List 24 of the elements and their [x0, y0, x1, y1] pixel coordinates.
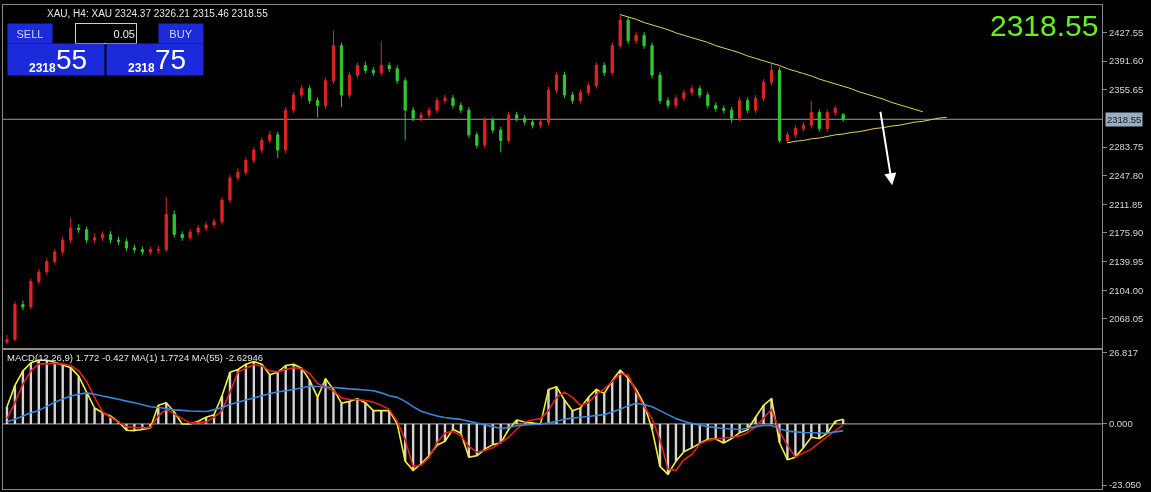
y-tick-label: 2283.75: [1108, 141, 1144, 153]
chart-title: XAU, H4: XAU 2324.37 2326.21 2315.46 2318.55: [47, 8, 269, 19]
y-tick-label: 2211.85: [1108, 198, 1143, 210]
annotation: 0.05: [113, 27, 135, 40]
annotation: SELL: [16, 27, 44, 40]
y-tick-label: 2104.00: [1108, 284, 1144, 296]
annotation: 2318: [28, 61, 56, 75]
y-tick-label: 2427.55: [1108, 26, 1144, 38]
annotation: 75: [155, 44, 187, 75]
ref-line-label: 2318.55: [1107, 114, 1142, 125]
annotation: 55: [56, 44, 88, 75]
annotation: BUY: [169, 27, 193, 40]
y-tick-label: 26.817: [1108, 347, 1138, 359]
y-tick-label: 0.000: [1108, 418, 1133, 430]
annotation: 2318: [127, 61, 155, 75]
y-tick-label: 2355.65: [1108, 84, 1144, 96]
annotation: 2318.55: [990, 9, 1099, 42]
chart-title: MACD(12,26,9) 1.772 -0.427 MA(1) 1.7724 MA(55) -2.62946: [7, 352, 264, 363]
y-tick-label: 2175.90: [1108, 227, 1144, 239]
y-tick-label: 2247.80: [1108, 169, 1144, 181]
y-tick-label: 2139.95: [1108, 255, 1144, 267]
y-tick-label: 2391.60: [1108, 55, 1144, 67]
y-tick-label: -23.050: [1108, 479, 1142, 491]
y-tick-label: 2068.05: [1108, 313, 1144, 325]
